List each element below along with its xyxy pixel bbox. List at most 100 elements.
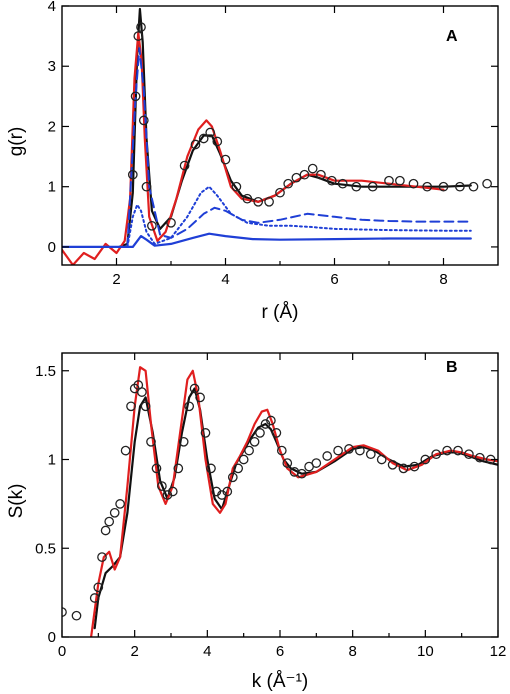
panel-a-data-point — [307, 163, 318, 174]
panel-b-data-point — [173, 463, 184, 474]
panel-b-data-point — [376, 454, 387, 465]
panel-b-x-tick-label: 8 — [348, 643, 356, 660]
panel-a-x-tick-label: 2 — [112, 271, 120, 288]
panel-b-x-tick-label: 2 — [130, 643, 138, 660]
panel-a-ylabel: g(r) — [6, 127, 27, 157]
panel-b-data-point — [195, 392, 205, 403]
panel-b-data-point — [442, 445, 452, 456]
panel-b-data-point — [227, 472, 238, 483]
panel-b-data-point — [322, 451, 333, 461]
panel-a-data-point — [422, 181, 433, 192]
panel-b-data-point — [344, 444, 354, 454]
panel-b-data-point — [355, 445, 365, 456]
panel-a-data-point — [264, 196, 274, 207]
panel-b-data-point — [333, 445, 343, 456]
panel-a-data-point — [133, 31, 144, 41]
panel-b-series-red-solid-line — [89, 366, 498, 637]
panel-a-data-point — [253, 196, 264, 207]
panel-b-data-point — [289, 467, 300, 477]
panel-b-data-point — [409, 461, 420, 472]
panel-a-data-point — [283, 178, 294, 189]
panel-b-data-point — [311, 458, 322, 468]
panel-b-data-point — [255, 428, 265, 438]
panel-b-data-point — [365, 449, 376, 460]
panel-a-data-point — [291, 172, 302, 183]
panel-b-y-tick-label: 0 — [48, 629, 56, 646]
panel-b-data-point — [271, 428, 282, 438]
panel-b-data-point — [238, 454, 249, 465]
panel-a-data-point — [316, 169, 326, 180]
panel-b-data-point — [104, 516, 115, 527]
panel-a-data-point — [179, 160, 190, 171]
panel-a-data-point — [468, 181, 479, 192]
panel-b-data-point — [249, 436, 260, 447]
panel-a-xlabel: r (Å) — [262, 302, 299, 323]
panel-b-data-point — [137, 387, 147, 397]
panel-a-series-blue-dashed-line — [126, 47, 472, 248]
panel-a-data-point — [408, 178, 419, 189]
panel-a-y-tick-label: 1 — [48, 179, 56, 196]
panel-b-data-point — [100, 525, 111, 536]
panel-a-data-point — [482, 178, 492, 189]
panel-b-xlabel: k (Å⁻¹) — [252, 671, 308, 692]
panel-b-y-tick-label: 1.5 — [35, 363, 56, 380]
panel-a-data-point — [212, 136, 223, 147]
panel-b-data-point — [387, 459, 398, 470]
panel-a-data-point — [337, 178, 348, 189]
panel-a-data-point — [326, 175, 337, 186]
panel-a-data-point — [127, 169, 138, 180]
panel-a-y-tick-label: 0 — [48, 239, 56, 256]
panel-b-data-point — [431, 449, 442, 460]
panel-b-data-point — [109, 507, 120, 518]
panel-a-data-point — [275, 187, 285, 198]
panel-a-x-tick-label: 6 — [330, 271, 338, 288]
panel-a-y-tick-label: 3 — [48, 58, 56, 75]
panel-a-data-point — [138, 115, 149, 126]
panel-a-series-black-solid-line — [118, 7, 472, 248]
panel-a-series-blue-dotted-line — [126, 185, 472, 248]
panel-a-y-tick-label: 2 — [48, 118, 56, 135]
panel-a-x-tick-label: 4 — [221, 271, 229, 288]
panel-a-data-point — [455, 181, 465, 192]
panel-b-data-point — [115, 499, 125, 509]
panel-b-data-point — [200, 428, 211, 438]
panel-b-x-tick-label: 6 — [276, 643, 284, 660]
panel-a-data-point — [136, 22, 146, 32]
panel-a-data-point — [198, 133, 209, 144]
panel-b-data-point — [146, 436, 156, 447]
panel-b-data-point — [244, 445, 254, 456]
panel-b-x-tick-label: 0 — [58, 643, 66, 660]
panel-b-data-point — [126, 401, 136, 412]
panel-b-data-point — [97, 552, 107, 562]
panel-b-data-point — [453, 445, 463, 456]
panel-b-data-point — [266, 415, 276, 426]
panel-b-data-point — [184, 401, 195, 412]
panel-a-data-point — [205, 127, 216, 138]
panel-b-data-point — [157, 481, 167, 491]
panel-a-label: A — [446, 28, 458, 45]
panel-b-y-tick-label: 1 — [48, 452, 56, 469]
panel-b-data-point — [140, 401, 151, 412]
panel-a-data-point — [231, 181, 242, 192]
panel-a-data-point — [166, 217, 176, 228]
panel-a-series-blue-solid-line — [62, 232, 472, 248]
panel-b-data-point — [464, 449, 474, 460]
panel-b-series-black-solid-line — [93, 387, 498, 630]
panel-a-data-point — [147, 220, 157, 231]
panel-b-data-point — [474, 452, 485, 463]
panel-b-data-point — [276, 445, 287, 456]
panel-b-y-tick-label: 0.5 — [35, 540, 56, 557]
panel-a-x-tick-label: 8 — [439, 271, 447, 288]
panel-b-data-point — [398, 463, 409, 474]
panel-b: 0 2 4 6 8 10 12 0 0.5 1 1.5 Bk (Å⁻¹) S(k) — [6, 352, 506, 692]
panel-b-data-point — [93, 582, 104, 593]
panel-a-data-point — [395, 175, 405, 186]
panel-b-data-point — [222, 486, 233, 497]
panel-a-data-point — [299, 169, 310, 180]
panel-b-data-point — [151, 463, 162, 474]
panel-a-y-tick-label: 4 — [48, 0, 56, 15]
panel-a-data-point — [190, 139, 201, 150]
panel-b-data-point — [71, 610, 82, 621]
panel-a-data-point — [141, 181, 152, 192]
